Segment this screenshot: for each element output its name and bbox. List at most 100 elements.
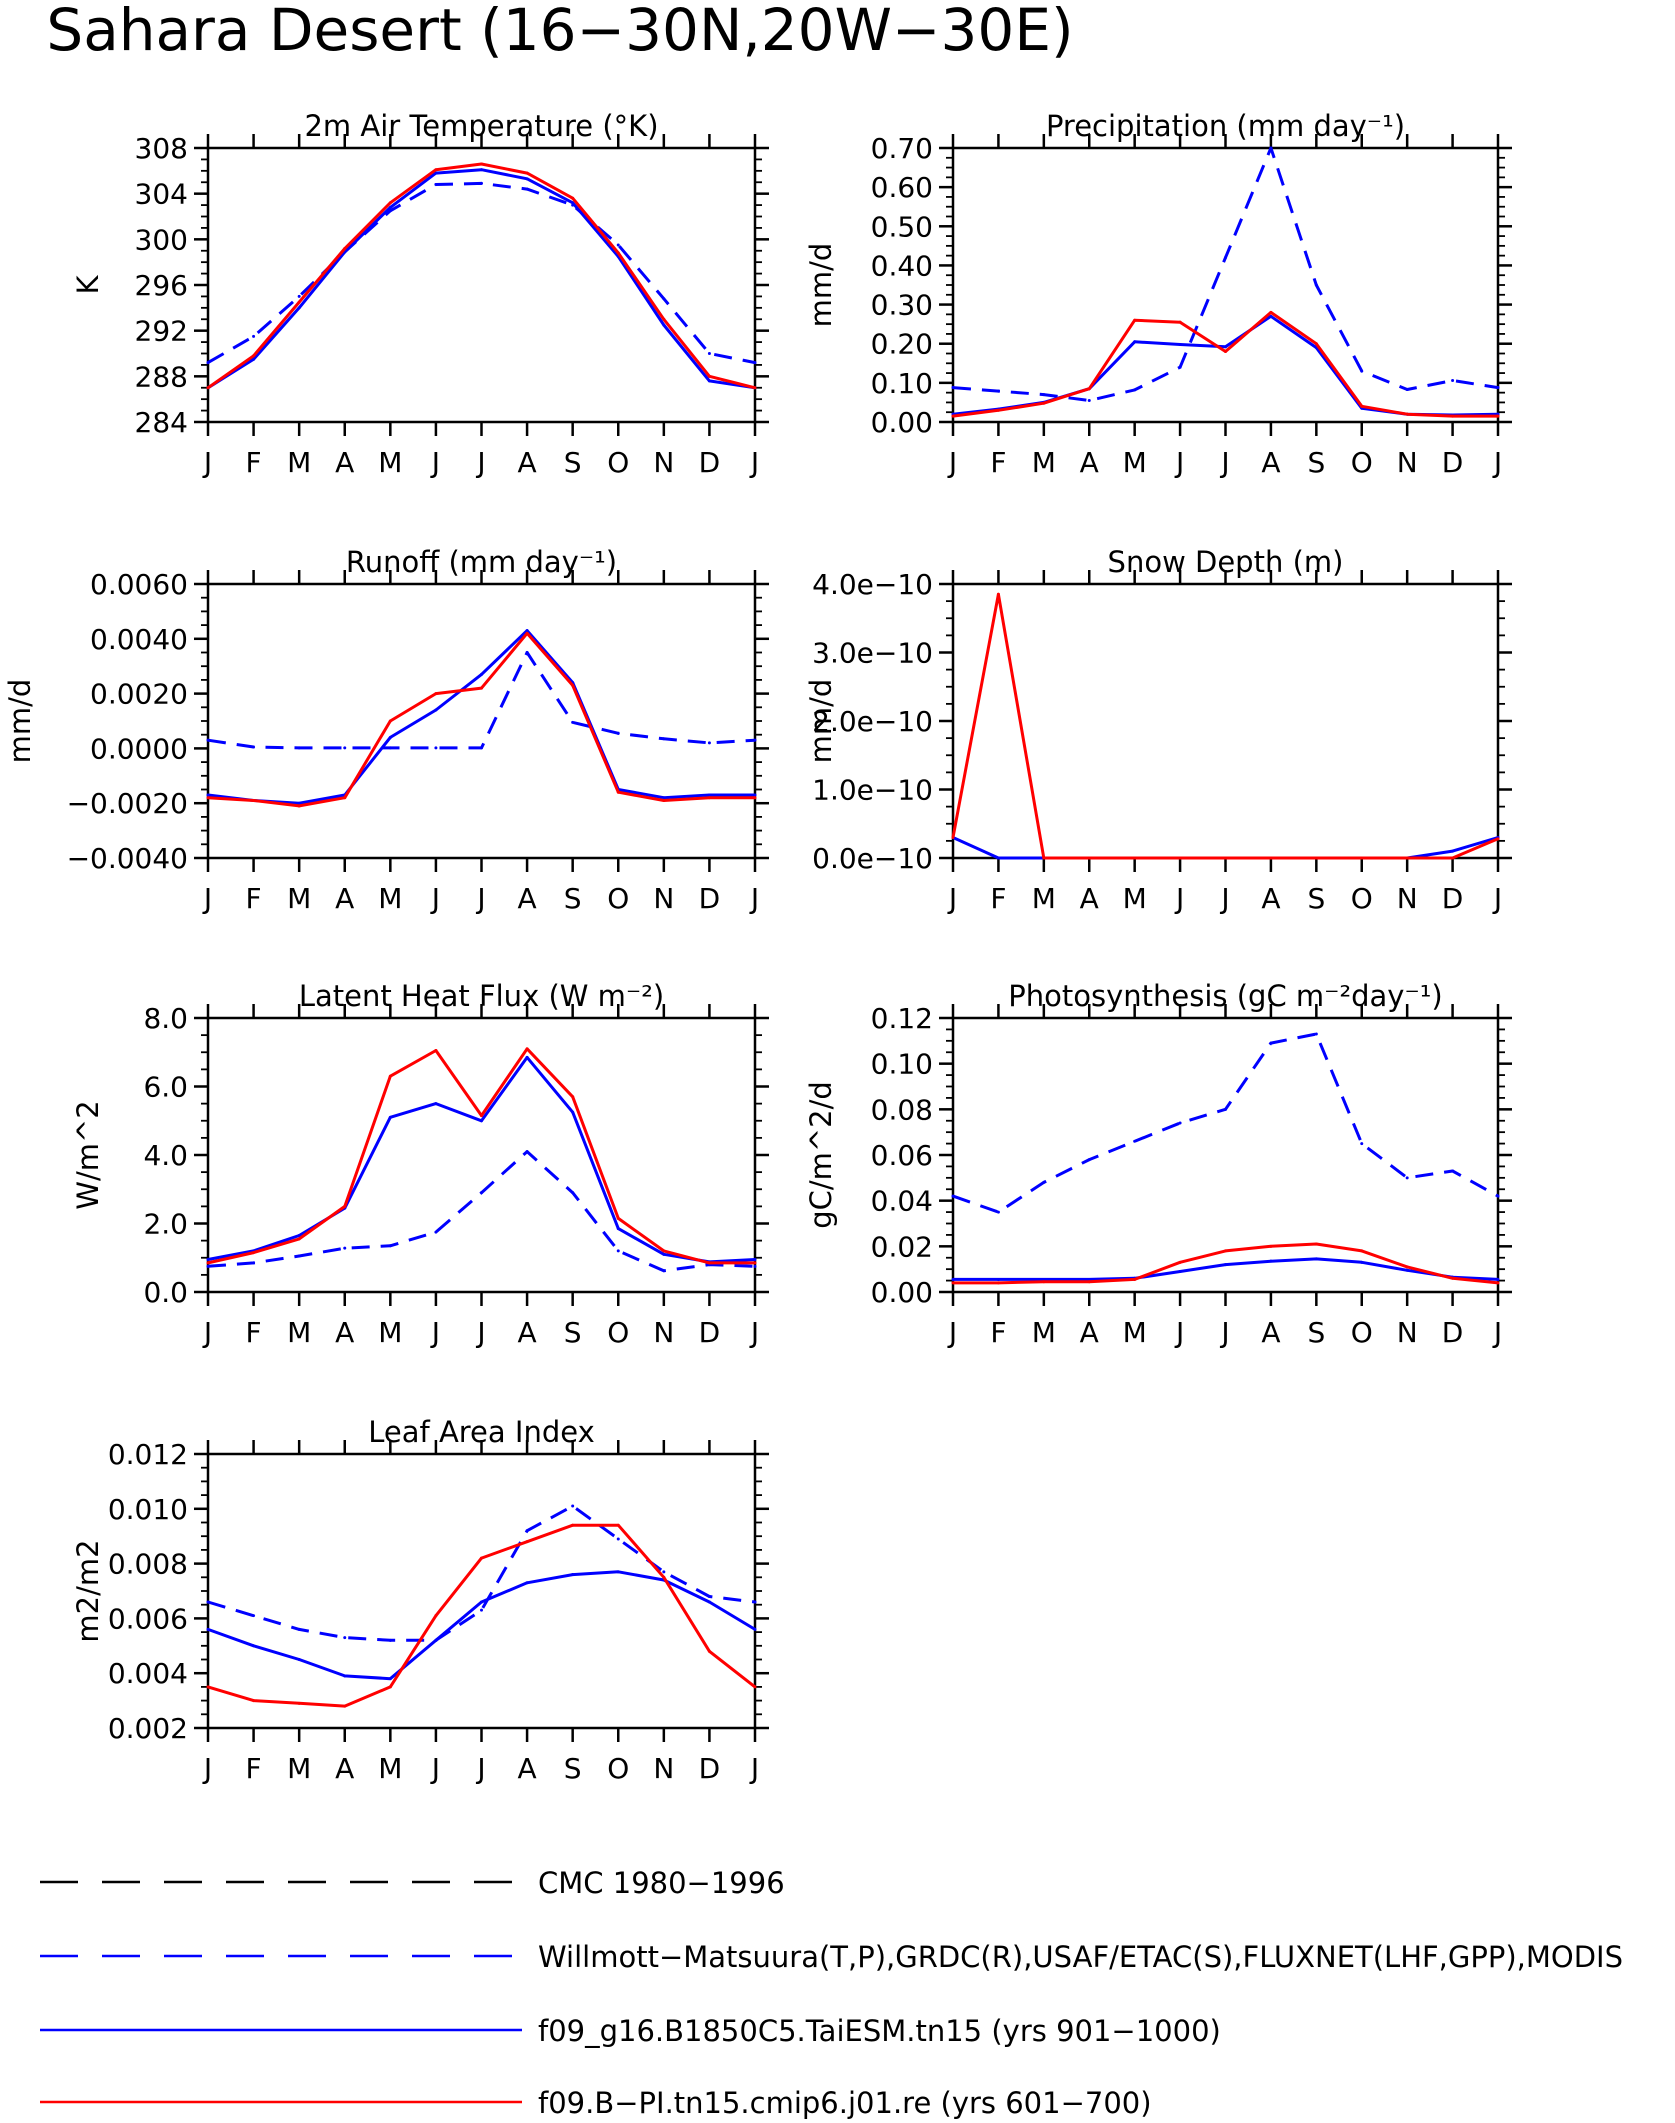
x-tick-label: M (1123, 446, 1147, 479)
y-tick-label: 0.0060 (90, 568, 188, 601)
data-point (662, 323, 666, 327)
data-point (707, 1594, 711, 1598)
data-point (252, 1251, 256, 1255)
data-point (951, 1194, 955, 1198)
data-point (206, 1600, 210, 1604)
data-point (571, 720, 575, 724)
legend-label-3: f09_g16.B1850C5.TaiESM.tn15 (yrs 901−100… (538, 2014, 1221, 2048)
data-point (480, 162, 483, 166)
x-tick-label: F (246, 882, 262, 915)
data-point (616, 790, 620, 794)
x-tick-label: M (287, 882, 311, 915)
data-point (996, 592, 1000, 596)
data-point (662, 798, 666, 802)
data-point (343, 1246, 347, 1250)
x-tick-label: A (518, 1316, 537, 1349)
x-tick-label: A (1080, 1316, 1099, 1349)
data-point (1269, 1041, 1273, 1045)
x-tick-label: A (1080, 882, 1099, 915)
data-point (662, 1252, 666, 1256)
y-axis-label: m2/m2 (71, 1539, 105, 1642)
data-point (480, 1114, 483, 1118)
data-point (388, 1638, 392, 1642)
data-point (1224, 856, 1227, 860)
data-point (343, 746, 347, 750)
x-tick-label: M (287, 446, 311, 479)
data-point (343, 246, 347, 250)
data-point (571, 196, 575, 200)
data-point (206, 793, 210, 797)
y-axis-label: K (71, 275, 105, 295)
x-tick-label: J (749, 446, 759, 479)
x-tick-label: J (430, 446, 440, 479)
x-tick-label: M (1123, 882, 1147, 915)
x-tick-label: D (699, 1752, 721, 1785)
data-point (1178, 856, 1182, 860)
x-tick-label: O (1351, 1316, 1373, 1349)
data-point (480, 1600, 483, 1604)
x-tick-label: A (518, 446, 537, 479)
y-tick-label: 284 (135, 406, 188, 439)
x-tick-label: F (990, 882, 1006, 915)
data-point (343, 1204, 347, 1208)
y-tick-label: 0.008 (108, 1548, 188, 1581)
x-tick-label: D (699, 882, 721, 915)
data-point (1496, 386, 1500, 390)
y-tick-label: 308 (135, 132, 188, 165)
data-point (1314, 342, 1318, 346)
data-point (1496, 837, 1500, 841)
y-tick-label: 8.0 (143, 1002, 188, 1035)
data-point (1087, 856, 1091, 860)
data-point (434, 692, 438, 696)
x-tick-label: F (246, 1752, 262, 1785)
data-point (1405, 1176, 1409, 1180)
x-tick-label: A (335, 882, 354, 915)
x-tick-label: D (699, 1316, 721, 1349)
panels: 2m Air Temperature (°K)K2842882922963003… (3, 109, 1512, 1785)
x-tick-label: D (1442, 1316, 1464, 1349)
data-point (297, 746, 301, 750)
data-point (571, 1110, 575, 1114)
x-tick-label: J (430, 1316, 440, 1349)
data-point (951, 386, 955, 390)
x-tick-label: M (378, 882, 402, 915)
y-tick-label: 0.02 (871, 1230, 933, 1263)
data-point (388, 201, 392, 205)
data-point (388, 746, 392, 750)
data-point (753, 1257, 757, 1261)
x-tick-label: J (1492, 882, 1502, 915)
x-tick-label: J (1174, 1316, 1184, 1349)
data-point (1133, 856, 1137, 860)
x-tick-label: M (1032, 1316, 1056, 1349)
data-point (662, 796, 666, 800)
data-point (1178, 1121, 1182, 1125)
data-point (434, 183, 438, 187)
y-tick-label: 6.0 (143, 1071, 188, 1104)
data-point (343, 1674, 347, 1678)
data-point (388, 1074, 392, 1078)
x-tick-label: D (699, 446, 721, 479)
data-point (1087, 1158, 1091, 1162)
data-point (297, 801, 301, 805)
data-point (753, 1261, 757, 1265)
data-point (753, 1627, 757, 1631)
data-point (1405, 388, 1409, 392)
x-tick-label: J (1492, 1316, 1502, 1349)
x-tick-label: M (287, 1316, 311, 1349)
data-point (1178, 365, 1182, 369)
y-tick-label: −0.0040 (67, 842, 188, 875)
x-tick-label: N (653, 882, 674, 915)
y-tick-label: 0.08 (871, 1093, 933, 1126)
x-tick-label: S (1307, 1316, 1325, 1349)
data-point (707, 1649, 711, 1653)
data-point (434, 746, 438, 750)
data-point (343, 1636, 347, 1640)
data-point (571, 683, 575, 687)
data-point (1042, 401, 1046, 405)
data-point (1496, 1281, 1500, 1285)
data-point (297, 1233, 301, 1237)
data-point (388, 1685, 392, 1689)
y-tick-label: 0.04 (871, 1185, 933, 1218)
data-point (206, 796, 210, 800)
data-point (571, 1523, 575, 1527)
